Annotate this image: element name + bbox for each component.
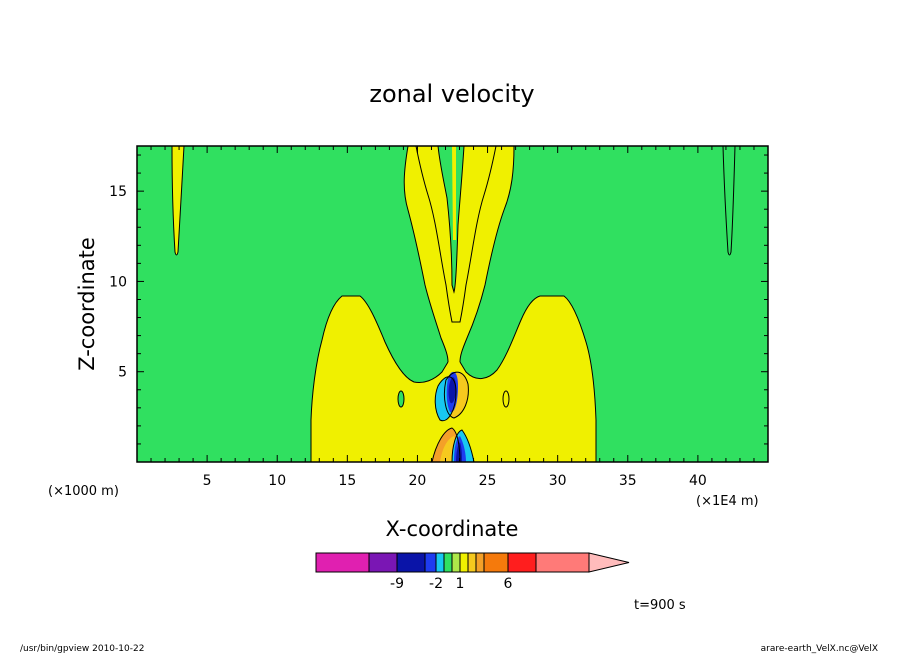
x-axis-title: X-coordinate	[386, 517, 519, 541]
colorbar-extend-arrow	[588, 552, 630, 573]
colorbar	[315, 552, 630, 573]
colorbar-segment	[507, 552, 537, 573]
vortex-navy-upper	[448, 377, 456, 404]
contour-lines	[171, 146, 736, 462]
colorbar-tick-label: 1	[456, 576, 465, 592]
y-axis-title: Z-coordinate	[75, 237, 99, 371]
x-tick-label: 5	[203, 473, 212, 489]
colorbar-segment	[475, 552, 485, 573]
y-tick-label: 15	[109, 184, 127, 200]
plot-frame	[136, 145, 769, 463]
footer-left: /usr/bin/gpview 2010-10-22	[20, 644, 144, 654]
colorbar-segment	[459, 552, 469, 573]
left-green-spike-yellow	[172, 146, 184, 255]
colorbar-tick-label: -9	[390, 576, 404, 592]
x-tick-label: 30	[549, 473, 567, 489]
colorbar-segment	[483, 552, 509, 573]
colorbar-segment	[443, 552, 453, 573]
green-plume-core	[438, 146, 464, 292]
colorbar-labels: -9 -2 1 6	[390, 576, 513, 592]
colorbar-segment	[467, 552, 477, 573]
small-yellow-patch-right	[503, 391, 509, 407]
x-tick-label: 20	[409, 473, 427, 489]
chart-title: zonal velocity	[369, 80, 534, 108]
colorbar-segment	[368, 552, 398, 573]
colorbar-segment	[396, 552, 426, 573]
x-scale-note-right: (×1E4 m)	[696, 494, 759, 509]
colorbar-segment	[451, 552, 461, 573]
colorbar-segment	[435, 552, 445, 573]
x-tick-label: 35	[619, 473, 637, 489]
axis-tick-labels: 5 10 15 20 25 30 35 40 5 10 15	[109, 184, 707, 489]
yellow-core-streak	[452, 146, 456, 240]
x-tick-label: 15	[338, 473, 356, 489]
y-tick-label: 5	[118, 365, 127, 381]
x-tick-label: 40	[689, 473, 707, 489]
x-tick-label: 10	[268, 473, 286, 489]
time-label: t=900 s	[634, 598, 686, 613]
axis-ticks	[136, 146, 769, 463]
x-tick-label: 25	[479, 473, 497, 489]
y-tick-label: 10	[109, 274, 127, 290]
colorbar-segment	[424, 552, 437, 573]
colorbar-tick-label: 6	[504, 576, 513, 592]
green-region-left	[137, 146, 448, 462]
vortex-navy-lower	[456, 442, 462, 462]
colorbar-segment	[315, 552, 370, 573]
green-region-right	[460, 146, 768, 462]
colorbar-tick-label: -2	[429, 576, 443, 592]
x-scale-note: (×1000 m)	[48, 484, 119, 499]
footer-right: arare-earth_VelX.nc@VelX	[761, 644, 878, 654]
colorbar-segment	[535, 552, 590, 573]
contour-field	[137, 146, 768, 462]
small-green-patch-left	[398, 391, 404, 407]
